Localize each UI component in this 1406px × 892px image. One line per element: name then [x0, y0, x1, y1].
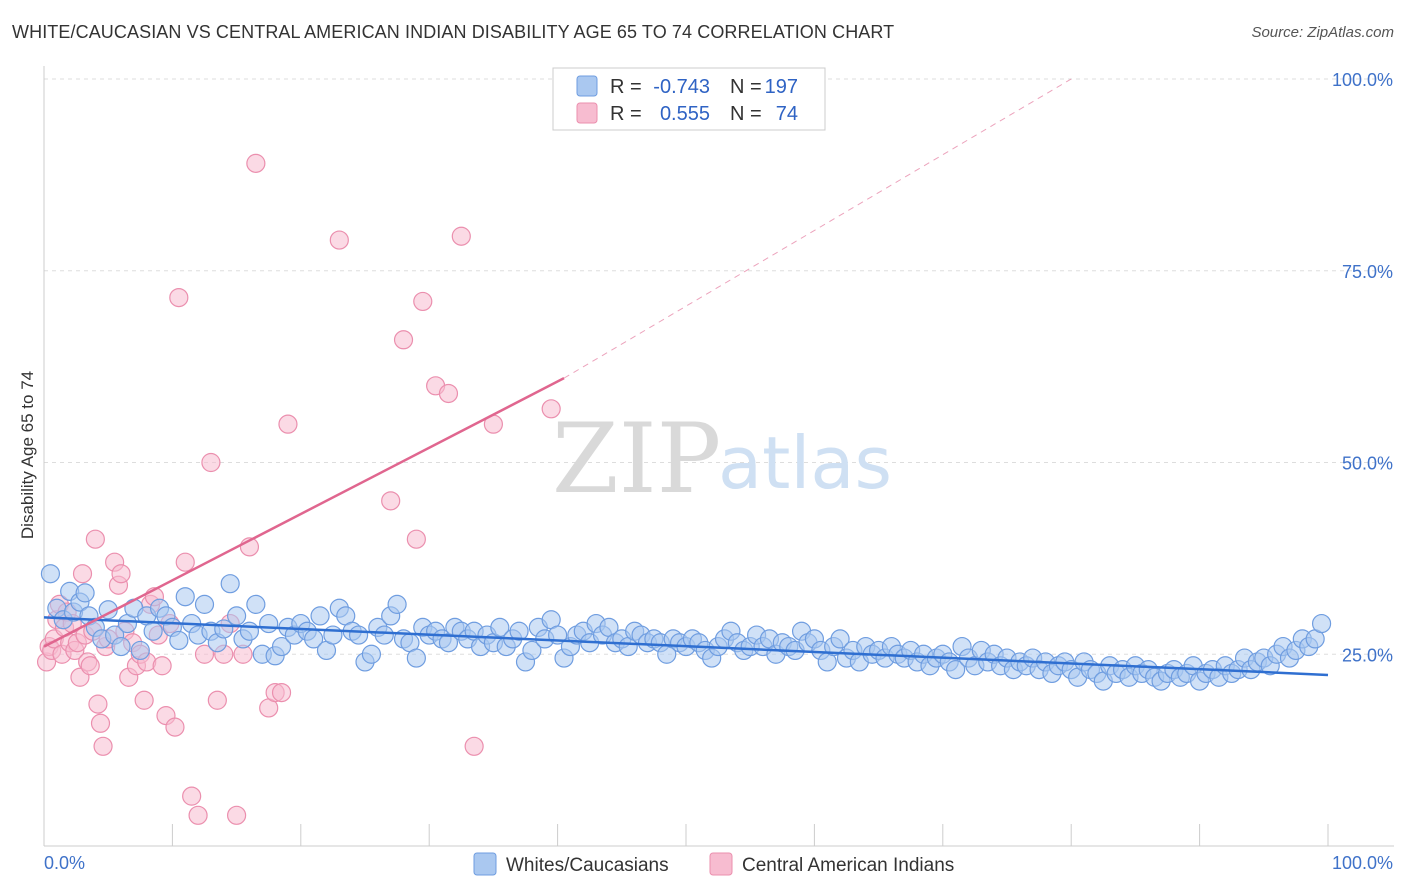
- central-american-indian-point-65: [438, 383, 459, 404]
- central-american-indian-point-60: [381, 491, 401, 511]
- white-caucasian-point-43: [310, 606, 330, 626]
- central-american-indian-point-19: [85, 529, 105, 549]
- white-caucasian-point-71: [490, 617, 510, 638]
- white-caucasian-point-53: [374, 625, 394, 645]
- series-legend-label-pink: Central American Indians: [742, 855, 954, 876]
- white-caucasian-point-30: [227, 606, 247, 626]
- chart-title: WHITE/CAUCASIAN VS CENTRAL AMERICAN INDI…: [12, 22, 895, 42]
- white-caucasian-point-51: [361, 644, 382, 664]
- series-legend-swatch-pink: [709, 852, 733, 876]
- legend-n-label-0: N =: [730, 76, 762, 98]
- central-american-indian-point-17: [80, 656, 100, 676]
- white-caucasian-point-74: [509, 621, 529, 641]
- central-american-indian-point-41: [165, 717, 185, 737]
- y-tick-labels: 25.0% 50.0% 75.0% 100.0%: [1332, 70, 1393, 665]
- central-american-indian-point-58: [278, 414, 298, 434]
- x-tick-label-1: 100.0%: [1332, 853, 1393, 873]
- central-american-indian-point-21: [90, 713, 111, 733]
- central-american-indian-trend-line: [43, 377, 565, 648]
- legend-r-label-1: R =: [610, 103, 642, 125]
- central-american-indian-point-48: [207, 690, 227, 710]
- legend-box: [552, 67, 826, 131]
- white-caucasian-point-6: [75, 583, 95, 603]
- y-tick-label-1: 50.0%: [1342, 454, 1393, 474]
- series-legend-swatch-blue: [473, 852, 497, 876]
- central-american-indian-point-69: [541, 399, 561, 419]
- central-american-indian-point-46: [194, 644, 215, 664]
- central-american-indian-point-20: [88, 694, 108, 714]
- central-american-indian-point-57: [271, 682, 292, 703]
- white-caucasian-point-29: [220, 574, 240, 594]
- central-american-indian-point-43: [175, 552, 195, 572]
- central-american-indian-points: [36, 153, 561, 825]
- central-american-indian-point-33: [134, 690, 154, 710]
- central-american-indian-point-45: [188, 805, 208, 825]
- white-caucasian-point-124: [830, 629, 850, 649]
- central-american-indian-point-47: [201, 452, 221, 473]
- central-american-indian-point-59: [329, 230, 349, 250]
- central-american-indian-point-27: [111, 564, 131, 584]
- central-american-indian-point-67: [464, 736, 484, 756]
- central-american-indian-point-51: [227, 805, 247, 825]
- watermark-zip: ZIP: [552, 403, 721, 515]
- white-caucasian-point-15: [130, 640, 150, 661]
- y-tick-label-2: 75.0%: [1342, 262, 1393, 282]
- white-caucasian-point-21: [169, 630, 189, 651]
- x-tick-labels: 0.0% 100.0%: [44, 853, 1393, 873]
- legend-r-value-1: 0.555: [660, 103, 710, 125]
- white-caucasian-trend-line: [43, 616, 1329, 677]
- central-american-indian-point-14: [72, 564, 93, 584]
- central-american-indian-point-63: [413, 291, 433, 312]
- white-caucasian-point-35: [259, 613, 279, 634]
- legend-n-value-1: 74: [776, 103, 798, 125]
- white-caucasian-point-58: [406, 648, 426, 668]
- correlation-legend: R = -0.743 N = 197 R = 0.555 N = 74: [552, 67, 826, 131]
- central-american-indian-point-61: [393, 330, 414, 350]
- white-caucasian-point-32: [239, 621, 260, 641]
- central-american-indian-point-66: [451, 226, 471, 246]
- series-legend: Whites/Caucasians Central American India…: [473, 852, 954, 876]
- watermark-atlas: atlas: [718, 421, 892, 505]
- legend-r-label-0: R =: [610, 76, 642, 98]
- legend-n-value-0: 197: [765, 76, 798, 98]
- source-label: Source: ZipAtlas.com: [1251, 24, 1394, 41]
- white-caucasian-point-12: [111, 636, 131, 657]
- watermark: ZIP atlas: [552, 403, 892, 515]
- white-caucasian-point-25: [194, 594, 215, 614]
- white-caucasian-point-76: [522, 640, 542, 661]
- trend-lines: [43, 78, 1329, 677]
- series-legend-label-blue: Whites/Caucasians: [506, 855, 669, 876]
- legend-swatch-pink: [576, 102, 598, 124]
- central-american-indian-point-42: [169, 287, 189, 308]
- y-tick-label-3: 100.0%: [1332, 70, 1393, 90]
- white-caucasian-point-17: [143, 621, 163, 641]
- white-caucasian-point-55: [387, 594, 407, 614]
- central-american-indian-point-62: [406, 529, 426, 549]
- legend-r-value-0: -0.743: [653, 76, 710, 98]
- white-caucasian-point-199: [1311, 613, 1332, 634]
- white-caucasian-point-22: [175, 587, 195, 607]
- legend-swatch-blue: [576, 75, 598, 97]
- y-tick-label-0: 25.0%: [1342, 645, 1393, 665]
- central-american-indian-point-54: [246, 153, 266, 173]
- x-tick-label-0: 0.0%: [44, 853, 85, 873]
- white-caucasian-point-45: [323, 625, 343, 645]
- white-caucasian-point-33: [246, 594, 266, 614]
- legend-n-label-1: N =: [730, 103, 762, 125]
- axes: [43, 66, 1394, 847]
- central-american-indian-point-22: [93, 736, 113, 756]
- white-caucasian-point-37: [271, 636, 292, 657]
- white-caucasian-point-49: [348, 625, 369, 645]
- y-axis-label: Disability Age 65 to 74: [18, 371, 37, 539]
- white-caucasian-point-0: [40, 564, 61, 584]
- central-american-indian-point-38: [152, 656, 172, 676]
- white-caucasian-point-142: [946, 659, 966, 680]
- central-american-indian-point-44: [182, 786, 202, 806]
